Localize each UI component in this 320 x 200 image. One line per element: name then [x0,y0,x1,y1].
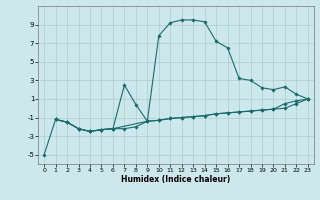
X-axis label: Humidex (Indice chaleur): Humidex (Indice chaleur) [121,175,231,184]
